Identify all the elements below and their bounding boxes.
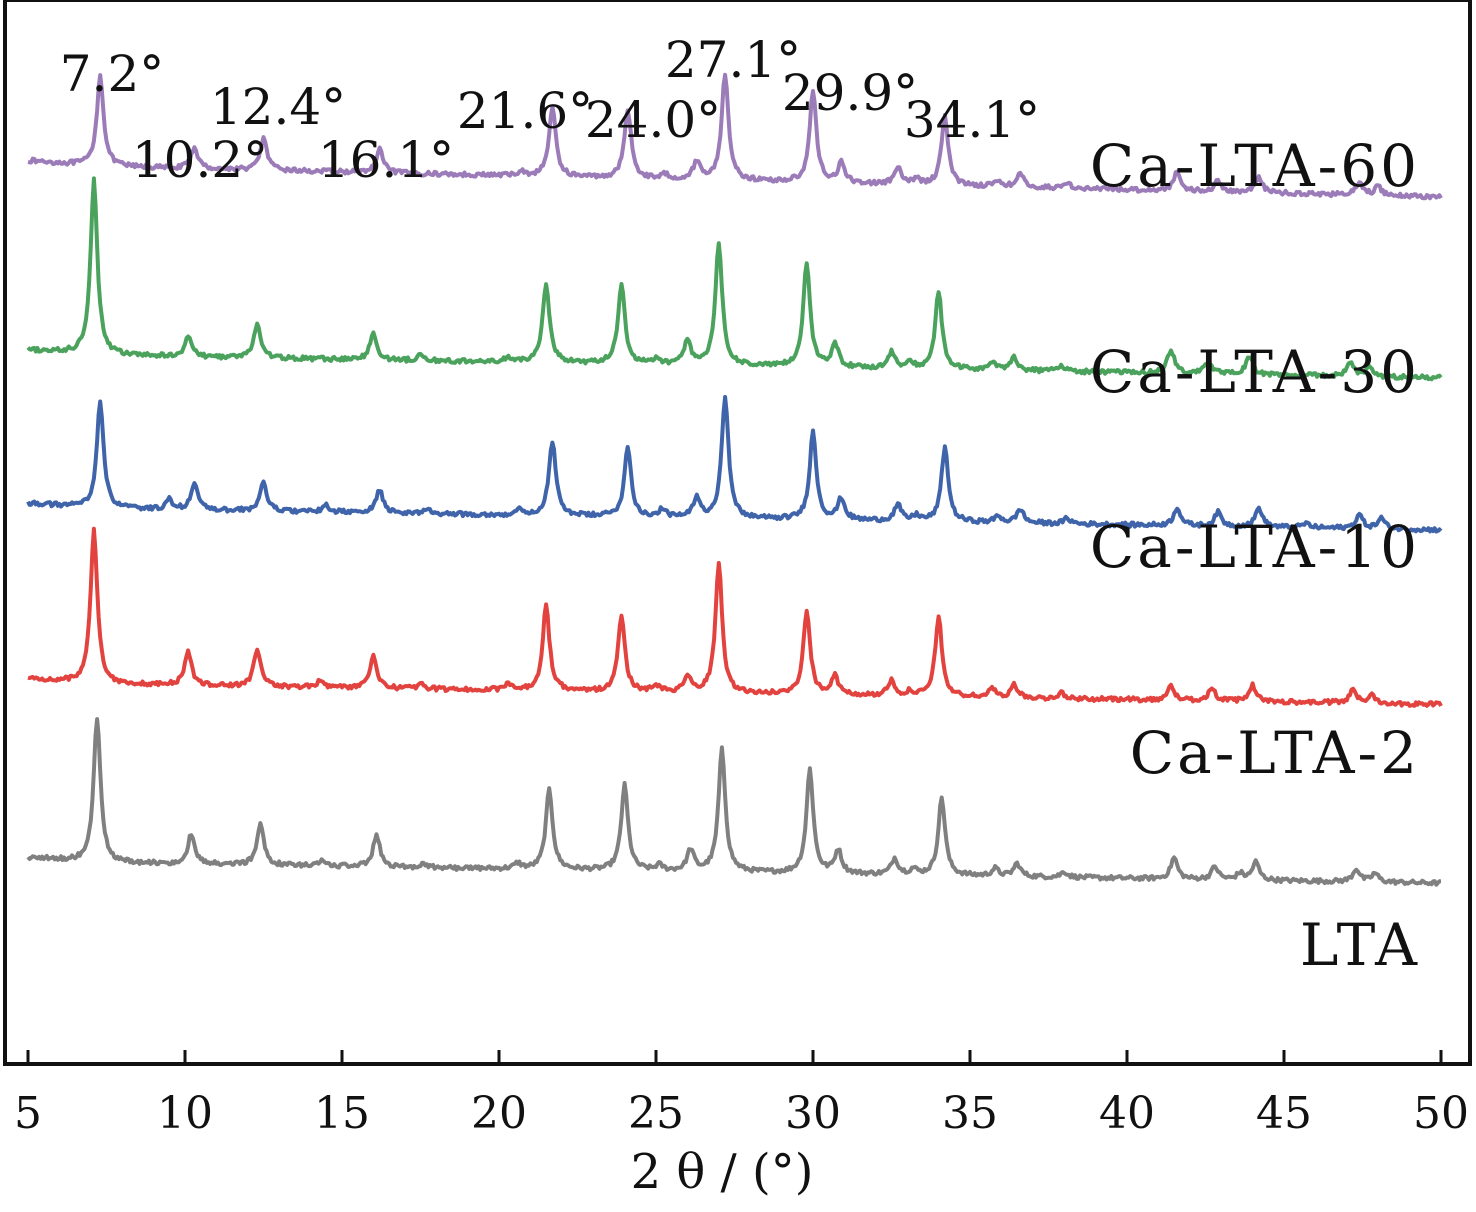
x-tick-label: 35: [942, 1088, 998, 1139]
series-line: [27, 526, 1443, 708]
x-tick-label: 20: [471, 1088, 527, 1139]
peak-annotation-label: 29.9°: [782, 64, 918, 122]
series-label: Ca-LTA-10: [1090, 513, 1420, 581]
series-label: Ca-LTA-60: [1090, 132, 1420, 200]
series-label: Ca-LTA-30: [1090, 338, 1420, 406]
series-label: LTA: [1300, 911, 1420, 979]
peak-annotation-label: 7.2°: [60, 45, 165, 103]
series-line: [26, 395, 1443, 534]
plot-frame: [3, 0, 1472, 1066]
series-line: [26, 717, 1442, 887]
x-tick-label: 40: [1099, 1088, 1155, 1139]
peak-annotation-label: 16.1°: [318, 131, 454, 189]
peak-annotation-label: 24.0°: [585, 91, 721, 149]
series-line: [27, 72, 1443, 201]
x-axis-ticks: 5 10 15 20 25 30 35 40 45 50: [14, 1050, 1469, 1139]
peak-annotation-label: 10.2°: [132, 131, 268, 189]
x-tick-label: 5: [14, 1088, 42, 1139]
series-label: Ca-LTA-2: [1130, 719, 1420, 787]
peak-annotation-label: 34.1°: [904, 91, 1040, 149]
x-tick-label: 30: [785, 1088, 841, 1139]
x-tick-label: 45: [1256, 1088, 1312, 1139]
peak-annotations: 7.2° 10.2°12.4°16.1°21.6°24.0°27.1°29.9°3…: [60, 31, 1040, 189]
peak-annotation-label: 27.1°: [665, 31, 801, 89]
peak-annotation-label: 21.6°: [457, 82, 593, 140]
x-tick-label: 10: [157, 1088, 213, 1139]
x-tick-label: 25: [628, 1088, 684, 1139]
series-traces: [26, 72, 1443, 887]
x-tick-label: 15: [314, 1088, 370, 1139]
x-axis-label: 2 θ / (°): [631, 1144, 814, 1200]
peak-annotation-label: 12.4°: [210, 78, 346, 136]
x-tick-label: 50: [1413, 1088, 1469, 1139]
series-labels: Ca-LTA-60 Ca-LTA-30 Ca-LTA-10 Ca-LTA-2 LTA: [1090, 132, 1420, 979]
series-line: [26, 176, 1443, 382]
